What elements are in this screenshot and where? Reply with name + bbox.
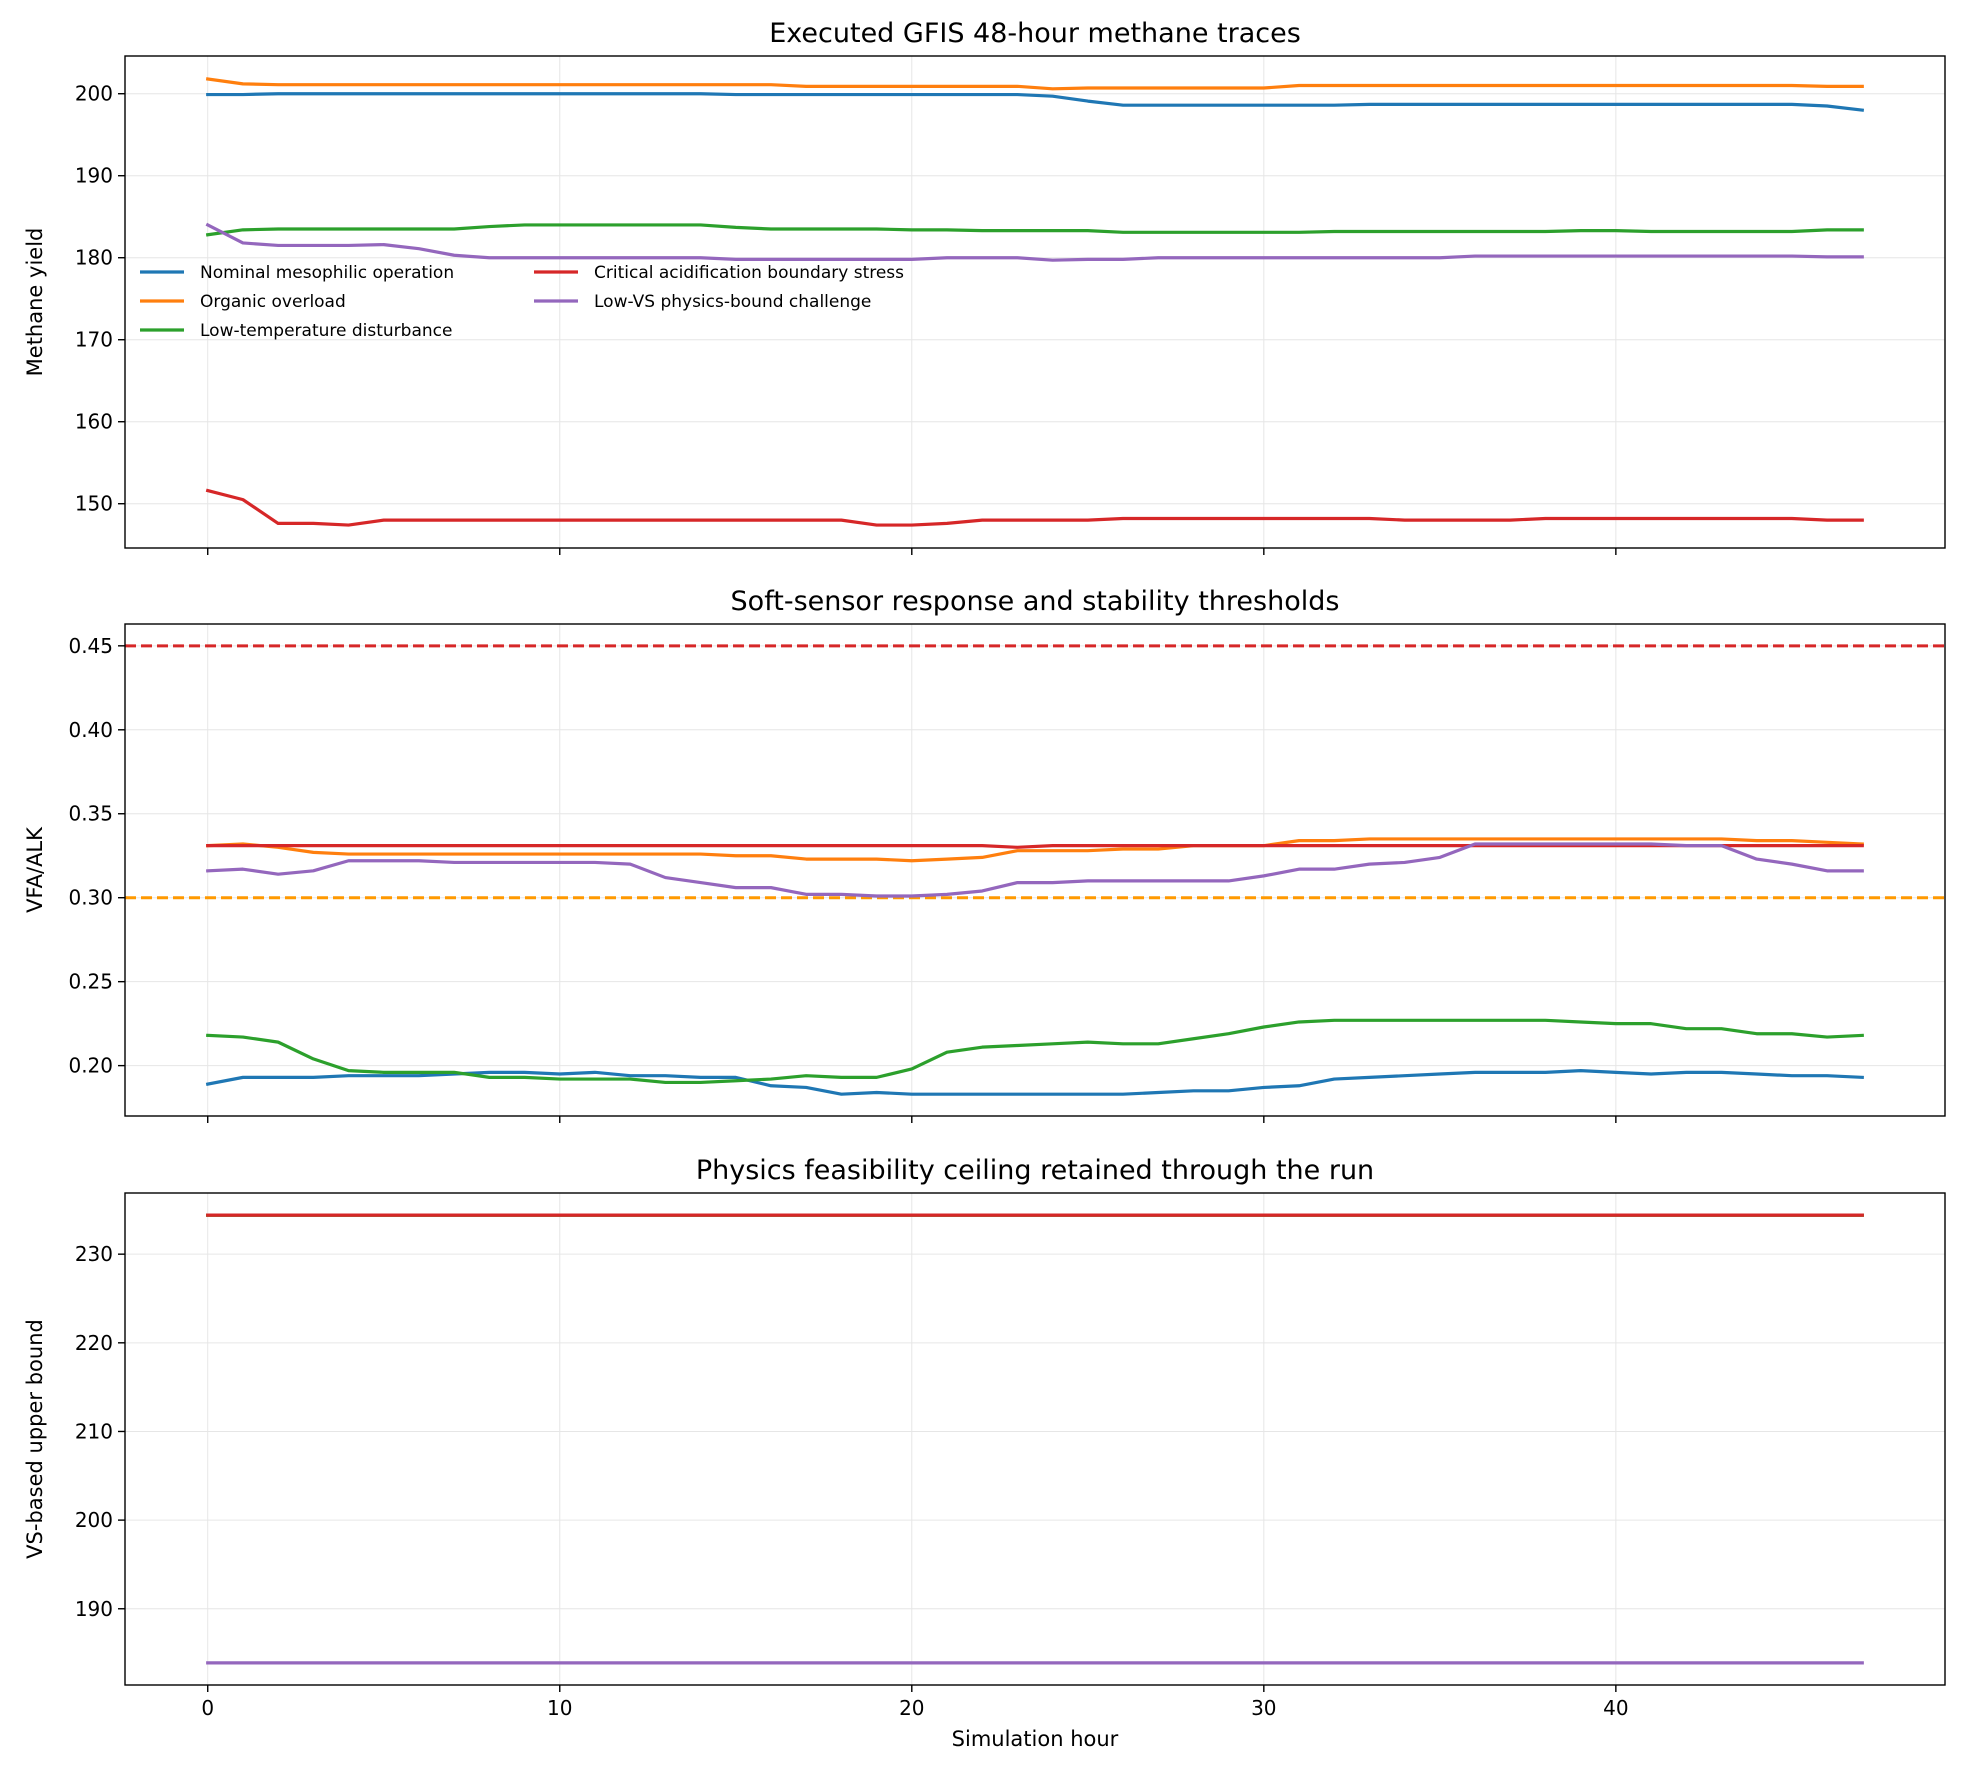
axes-frame [124,623,1946,1117]
y-tick-label: 220 [75,1331,113,1355]
y-tick-label: 230 [75,1242,113,1266]
plot-area [206,1213,1864,1665]
series-line [206,1018,1864,1085]
x-tick-label: 0 [201,1696,214,1720]
panel-2: 0.20 0.25 0.30 0.35 0.40 0.45 Soft-sensor resp… [23,586,1946,1123]
y-tick-label: 0.35 [68,802,113,826]
y-tick-label: 0.40 [68,718,113,742]
series-line [205,488,1864,527]
y-axis-label: VS-based upper bound [23,1319,47,1559]
y-tick-label: 0.45 [68,634,113,658]
y-tick-label: 210 [75,1419,113,1443]
y-axis-label: Methane yield [23,228,47,377]
x-tick-label: 30 [1251,1696,1276,1720]
legend-entry: Critical acidification boundary stress [594,263,904,283]
plot-area [205,77,1865,527]
y-tick-label: 0.25 [68,970,113,994]
legend-entry: Low-temperature disturbance [200,321,452,341]
series-line [206,842,1864,898]
series-line [206,844,1864,849]
y-tick-label: 150 [75,492,113,516]
y-tick-label: 190 [75,1597,113,1621]
x-tick-label: 10 [547,1696,572,1720]
y-tick-label: 200 [75,1508,113,1532]
x-axis-label: Simulation hour [952,1727,1119,1751]
chart-title: Soft-sensor response and stability thres… [731,586,1340,617]
legend-entry: Low-VS physics-bound challenge [594,292,871,312]
series-line [206,837,1864,863]
x-tick-label: 40 [1603,1696,1628,1720]
legend: Nominal mesophilic operation Organic over… [140,263,904,341]
y-tick-label: 0.20 [68,1054,113,1078]
x-tick-label: 20 [899,1696,924,1720]
y-tick-label: 190 [75,164,113,188]
legend-entry: Nominal mesophilic operation [200,263,454,283]
chart-title: Executed GFIS 48-hour methane traces [769,18,1301,49]
series-line [205,77,1864,91]
y-tick-label: 180 [75,246,113,270]
plot-area [125,644,1945,1096]
y-tick-label: 160 [75,410,113,434]
y-tick-label: 200 [75,82,113,106]
series-line [205,223,1864,237]
axes-frame [124,1192,1946,1686]
series-line [206,92,1865,112]
legend-entry: Organic overload [200,292,346,312]
y-tick-label: 170 [75,328,113,352]
y-tick-label: 0.30 [68,886,113,910]
y-axis-label: VFA/ALK [23,826,47,913]
series-line [205,222,1864,262]
panel-1: 150 160 170 180 190 200 Executed GFIS 48-hour … [23,18,1946,555]
chart-title: Physics feasibility ceiling retained thr… [696,1155,1374,1186]
series-line [205,1069,1864,1096]
axes-frame [124,55,1946,549]
panel-3: 0 10 20 30 40 190 200 210 220 230 Physics feasibil… [23,1155,1946,1751]
